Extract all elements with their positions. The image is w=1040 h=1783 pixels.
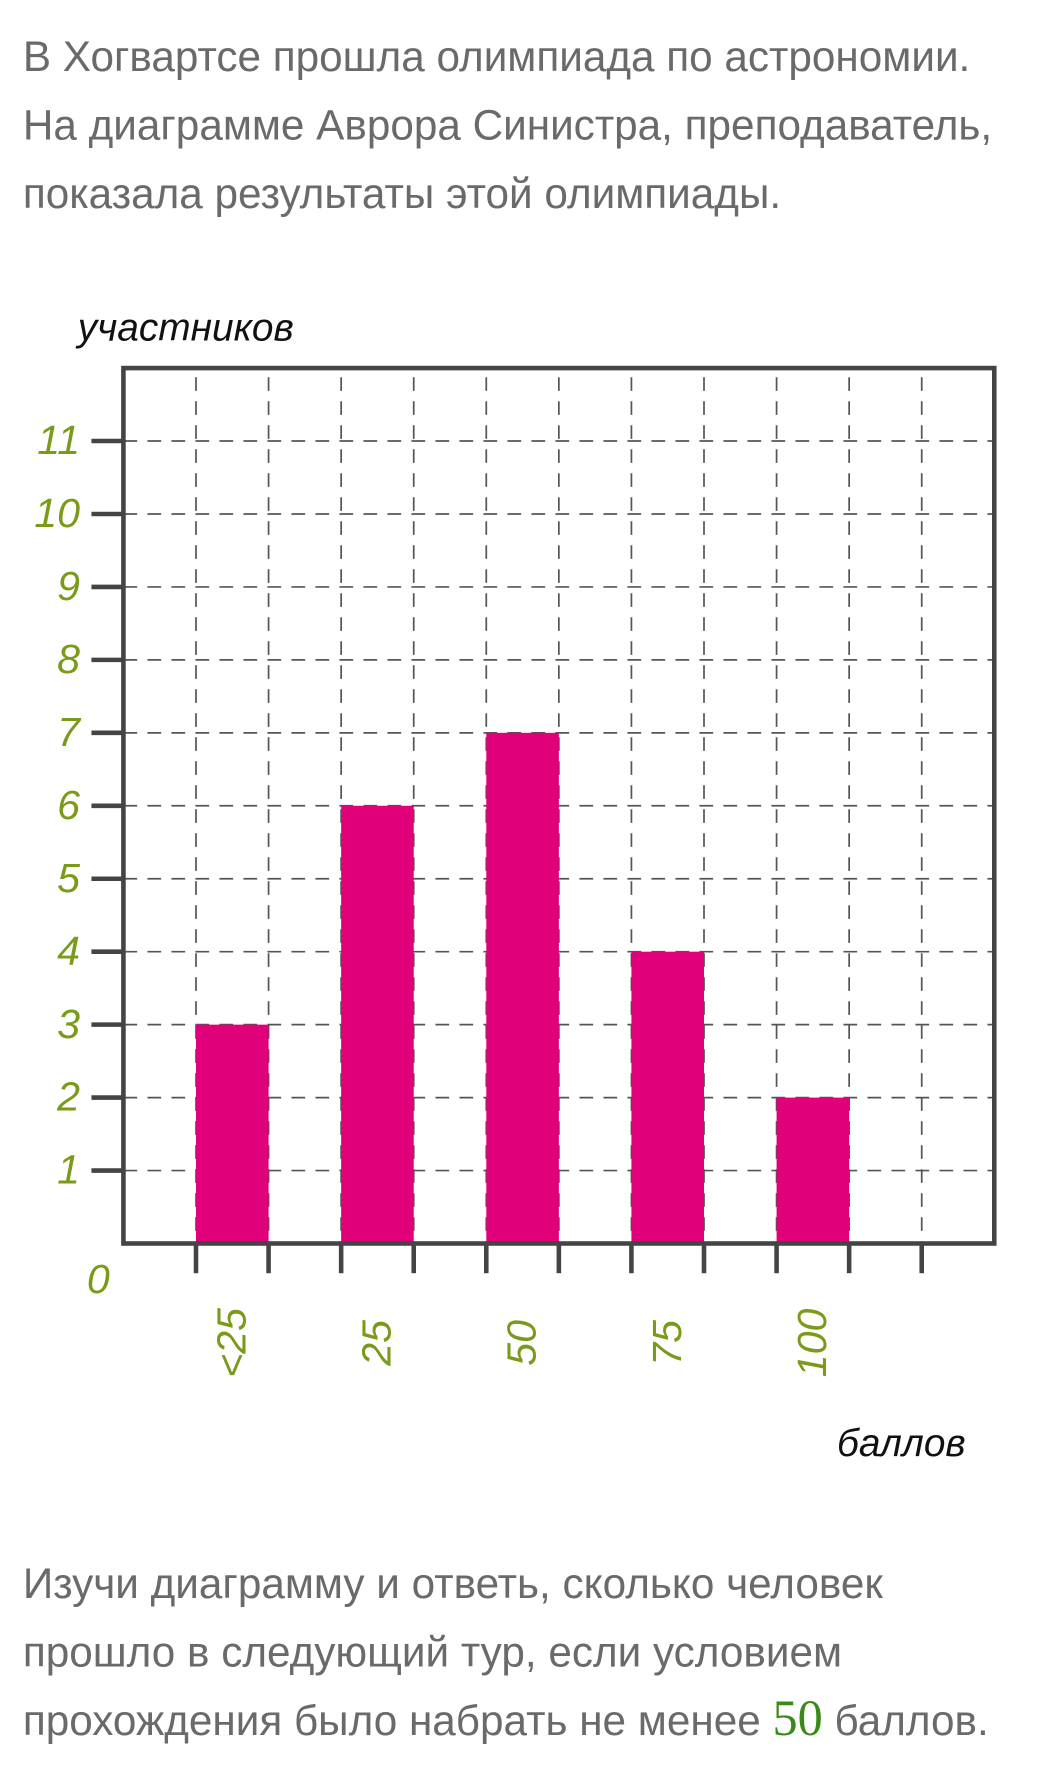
y-tick-label: 0: [87, 1256, 110, 1302]
bar: [776, 1097, 850, 1244]
question-line: прошло в следующий тур, если условием: [23, 1628, 842, 1675]
plot: 0 1 2 3 4 5 6 7 8 9 10 11 <25 25 50 75 100: [34, 365, 997, 1378]
bar: [631, 951, 704, 1244]
bar: [486, 732, 559, 1244]
y-tick-label: 11: [37, 417, 80, 463]
y-tick-label: 8: [57, 636, 80, 682]
bar: [341, 805, 414, 1244]
y-tick-label: 2: [56, 1074, 80, 1120]
question-text: баллов.: [823, 1697, 989, 1744]
x-tick-label: 100: [789, 1308, 835, 1377]
y-tick-label: 5: [57, 855, 80, 901]
intro-line: На диаграмме Аврора Синистра, преподават…: [23, 101, 992, 148]
y-tick-label: 7: [57, 709, 82, 755]
x-tick-label: 50: [499, 1320, 545, 1366]
y-tick-label: 6: [57, 782, 80, 828]
plot-frame: [121, 365, 997, 1246]
bar: [196, 1024, 269, 1244]
y-tick-label: 1: [57, 1147, 80, 1193]
x-tick-label: 75: [644, 1320, 690, 1366]
question-number: 50: [772, 1690, 822, 1746]
x-axis-title: баллов: [837, 1422, 966, 1465]
question-line: прохождения было набрать не менее 50 бал…: [23, 1690, 989, 1746]
intro-line: В Хогвартсе прошла олимпиада по астроном…: [23, 33, 970, 80]
x-tick-label: 25: [354, 1320, 400, 1367]
x-tick-label: <25: [208, 1308, 254, 1378]
y-tick-label: 3: [57, 1001, 80, 1047]
question-line: Изучи диаграмму и ответь, сколько челове…: [23, 1560, 884, 1607]
intro-line: показала результаты этой олимпиады.: [23, 170, 781, 217]
question-text: прохождения было набрать не менее: [23, 1697, 773, 1744]
y-axis-title: участников: [75, 307, 294, 350]
y-tick-label: 10: [34, 490, 80, 536]
y-tick-label: 9: [57, 563, 80, 609]
y-tick-label: 4: [57, 928, 80, 974]
